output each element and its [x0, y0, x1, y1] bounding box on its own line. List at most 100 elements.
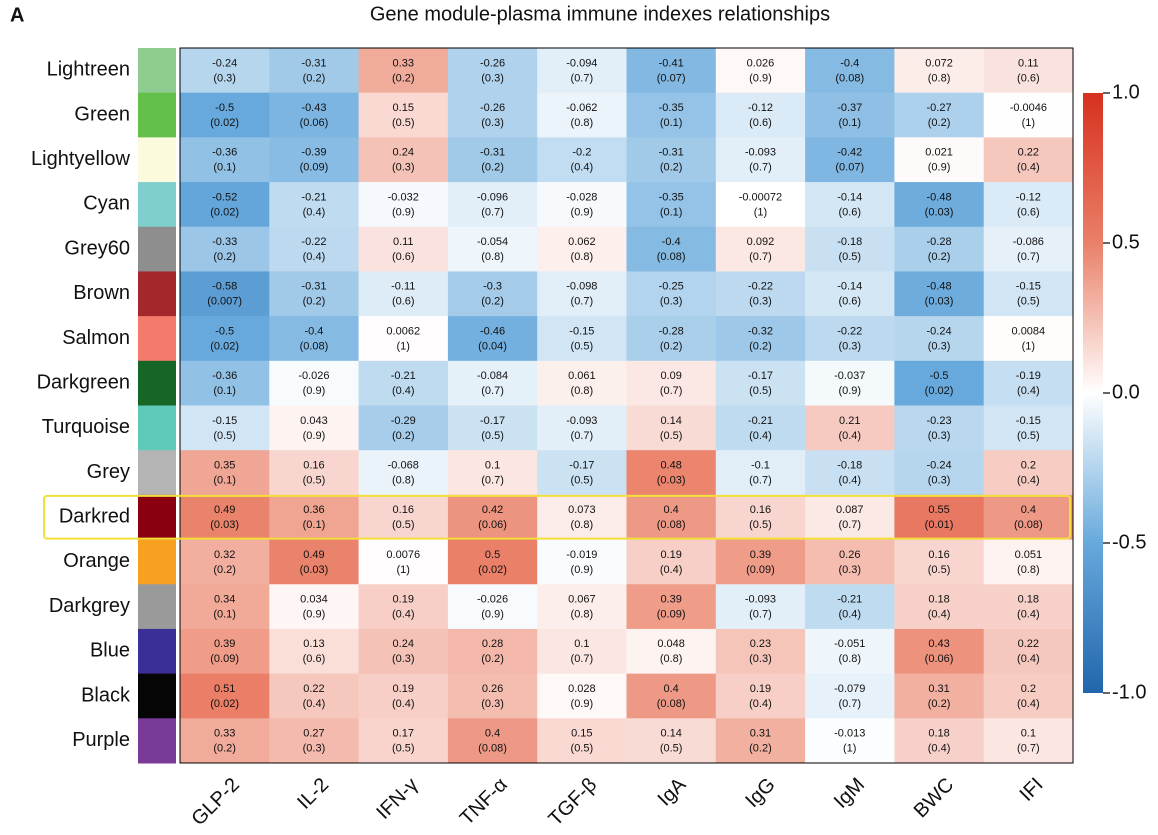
cell-value: -0.14	[837, 281, 862, 293]
heatmap-cell	[715, 360, 806, 406]
cell-pvalue: (0.4)	[928, 743, 951, 755]
heatmap-cell	[447, 673, 538, 719]
cell-pvalue: (0.7)	[660, 385, 683, 397]
cell-value: -0.037	[834, 370, 865, 382]
cell-value: 0.021	[925, 147, 953, 159]
heatmap-cell	[894, 673, 985, 719]
row-label: Lightreen	[47, 59, 130, 81]
cell-value: -0.18	[837, 459, 862, 471]
cell-pvalue: (0.5)	[749, 519, 772, 531]
heatmap-cell	[358, 226, 449, 272]
row-label: Lightyellow	[31, 148, 131, 170]
heatmap-cell	[537, 539, 627, 585]
heatmap-cell	[983, 494, 1074, 541]
heatmap-cell	[983, 584, 1074, 630]
cell-pvalue: (0.4)	[749, 430, 772, 442]
cell-value: 0.22	[303, 683, 324, 695]
panel-label: A	[10, 4, 24, 26]
heatmap-cell	[894, 718, 985, 764]
cell-value: 0.49	[214, 504, 235, 516]
cell-pvalue: (0.3)	[749, 296, 772, 308]
heatmap-cell	[626, 584, 717, 630]
heatmap-cell	[537, 182, 627, 228]
cell-value: 0.062	[568, 236, 596, 248]
heatmap-cell	[626, 226, 717, 272]
cell-value: -0.21	[391, 370, 416, 382]
module-swatch	[138, 405, 176, 451]
cell-pvalue: (0.03)	[925, 206, 954, 218]
cell-value: -0.25	[659, 281, 684, 293]
heatmap-cell	[715, 271, 806, 317]
row-label: Orange	[63, 550, 130, 572]
cell-pvalue: (0.02)	[478, 564, 507, 576]
heatmap-cell	[537, 584, 627, 630]
cell-pvalue: (0.4)	[838, 609, 861, 621]
cell-value: -0.14	[837, 191, 862, 203]
cell-pvalue: (0.7)	[481, 385, 504, 397]
cell-pvalue: (0.09)	[300, 162, 329, 174]
module-swatch	[138, 584, 176, 630]
cell-value: -0.22	[837, 325, 862, 337]
cell-pvalue: (0.2)	[928, 117, 951, 129]
heatmap-cell	[983, 137, 1074, 183]
cell-value: 0.24	[393, 638, 414, 650]
cell-pvalue: (0.7)	[1017, 251, 1040, 263]
cell-value: -0.35	[659, 191, 684, 203]
heatmap-cell	[358, 137, 449, 183]
cell-value: -0.24	[927, 325, 952, 337]
cell-value: 0.22	[1018, 147, 1039, 159]
cell-pvalue: (0.02)	[925, 385, 954, 397]
heatmap-cell	[180, 271, 270, 317]
cell-value: 0.39	[214, 638, 235, 650]
heatmap-cell	[715, 494, 806, 541]
cell-value: -0.26	[480, 102, 505, 114]
heatmap-cell	[358, 92, 449, 138]
column-label: TNF-α	[456, 774, 512, 830]
module-swatch	[138, 539, 176, 585]
heatmap-cell	[447, 226, 538, 272]
cell-value: -0.5	[215, 325, 234, 337]
cell-pvalue: (0.7)	[1017, 743, 1040, 755]
heatmap-cell	[269, 405, 360, 451]
heatmap-cell	[269, 539, 360, 585]
cell-pvalue: (0.5)	[392, 743, 415, 755]
heatmap-cell	[805, 718, 895, 764]
cell-value: -0.46	[480, 325, 505, 337]
cell-pvalue: (0.8)	[571, 385, 594, 397]
heatmap-cell	[358, 539, 449, 585]
cell-pvalue: (0.2)	[392, 430, 415, 442]
cell-value: -0.19	[1016, 370, 1041, 382]
heatmap-cell	[894, 405, 985, 451]
cell-pvalue: (0.4)	[749, 698, 772, 710]
heatmap-cell	[894, 226, 985, 272]
module-swatch	[138, 137, 176, 183]
cell-pvalue: (0.8)	[838, 653, 861, 665]
cell-pvalue: (0.1)	[838, 117, 861, 129]
heatmap-cell	[537, 137, 627, 183]
cell-pvalue: (0.1)	[213, 474, 236, 486]
cell-pvalue: (0.2)	[481, 296, 504, 308]
heatmap-cell	[805, 494, 895, 541]
heatmap-cell	[805, 628, 895, 675]
cell-value: -0.48	[927, 281, 952, 293]
heatmap-cell	[180, 92, 270, 138]
heatmap-cell	[180, 182, 270, 228]
cell-pvalue: (0.3)	[660, 296, 683, 308]
cell-value: -0.062	[566, 102, 597, 114]
cell-value: 0.11	[393, 236, 414, 248]
cell-pvalue: (0.7)	[749, 474, 772, 486]
cell-value: 0.15	[393, 102, 414, 114]
cell-pvalue: (0.9)	[303, 385, 326, 397]
heatmap-cell	[894, 316, 985, 362]
cell-pvalue: (0.3)	[928, 340, 951, 352]
column-label: GLP-2	[187, 774, 243, 830]
heatmap-cell	[537, 92, 627, 138]
cell-pvalue: (0.2)	[213, 251, 236, 263]
cell-pvalue: (0.09)	[210, 653, 239, 665]
cell-pvalue: (0.8)	[571, 117, 594, 129]
cell-pvalue: (0.9)	[928, 162, 951, 174]
cell-pvalue: (0.4)	[303, 206, 326, 218]
cell-pvalue: (0.9)	[392, 206, 415, 218]
cell-value: -0.42	[837, 147, 862, 159]
cell-pvalue: (0.09)	[657, 609, 686, 621]
